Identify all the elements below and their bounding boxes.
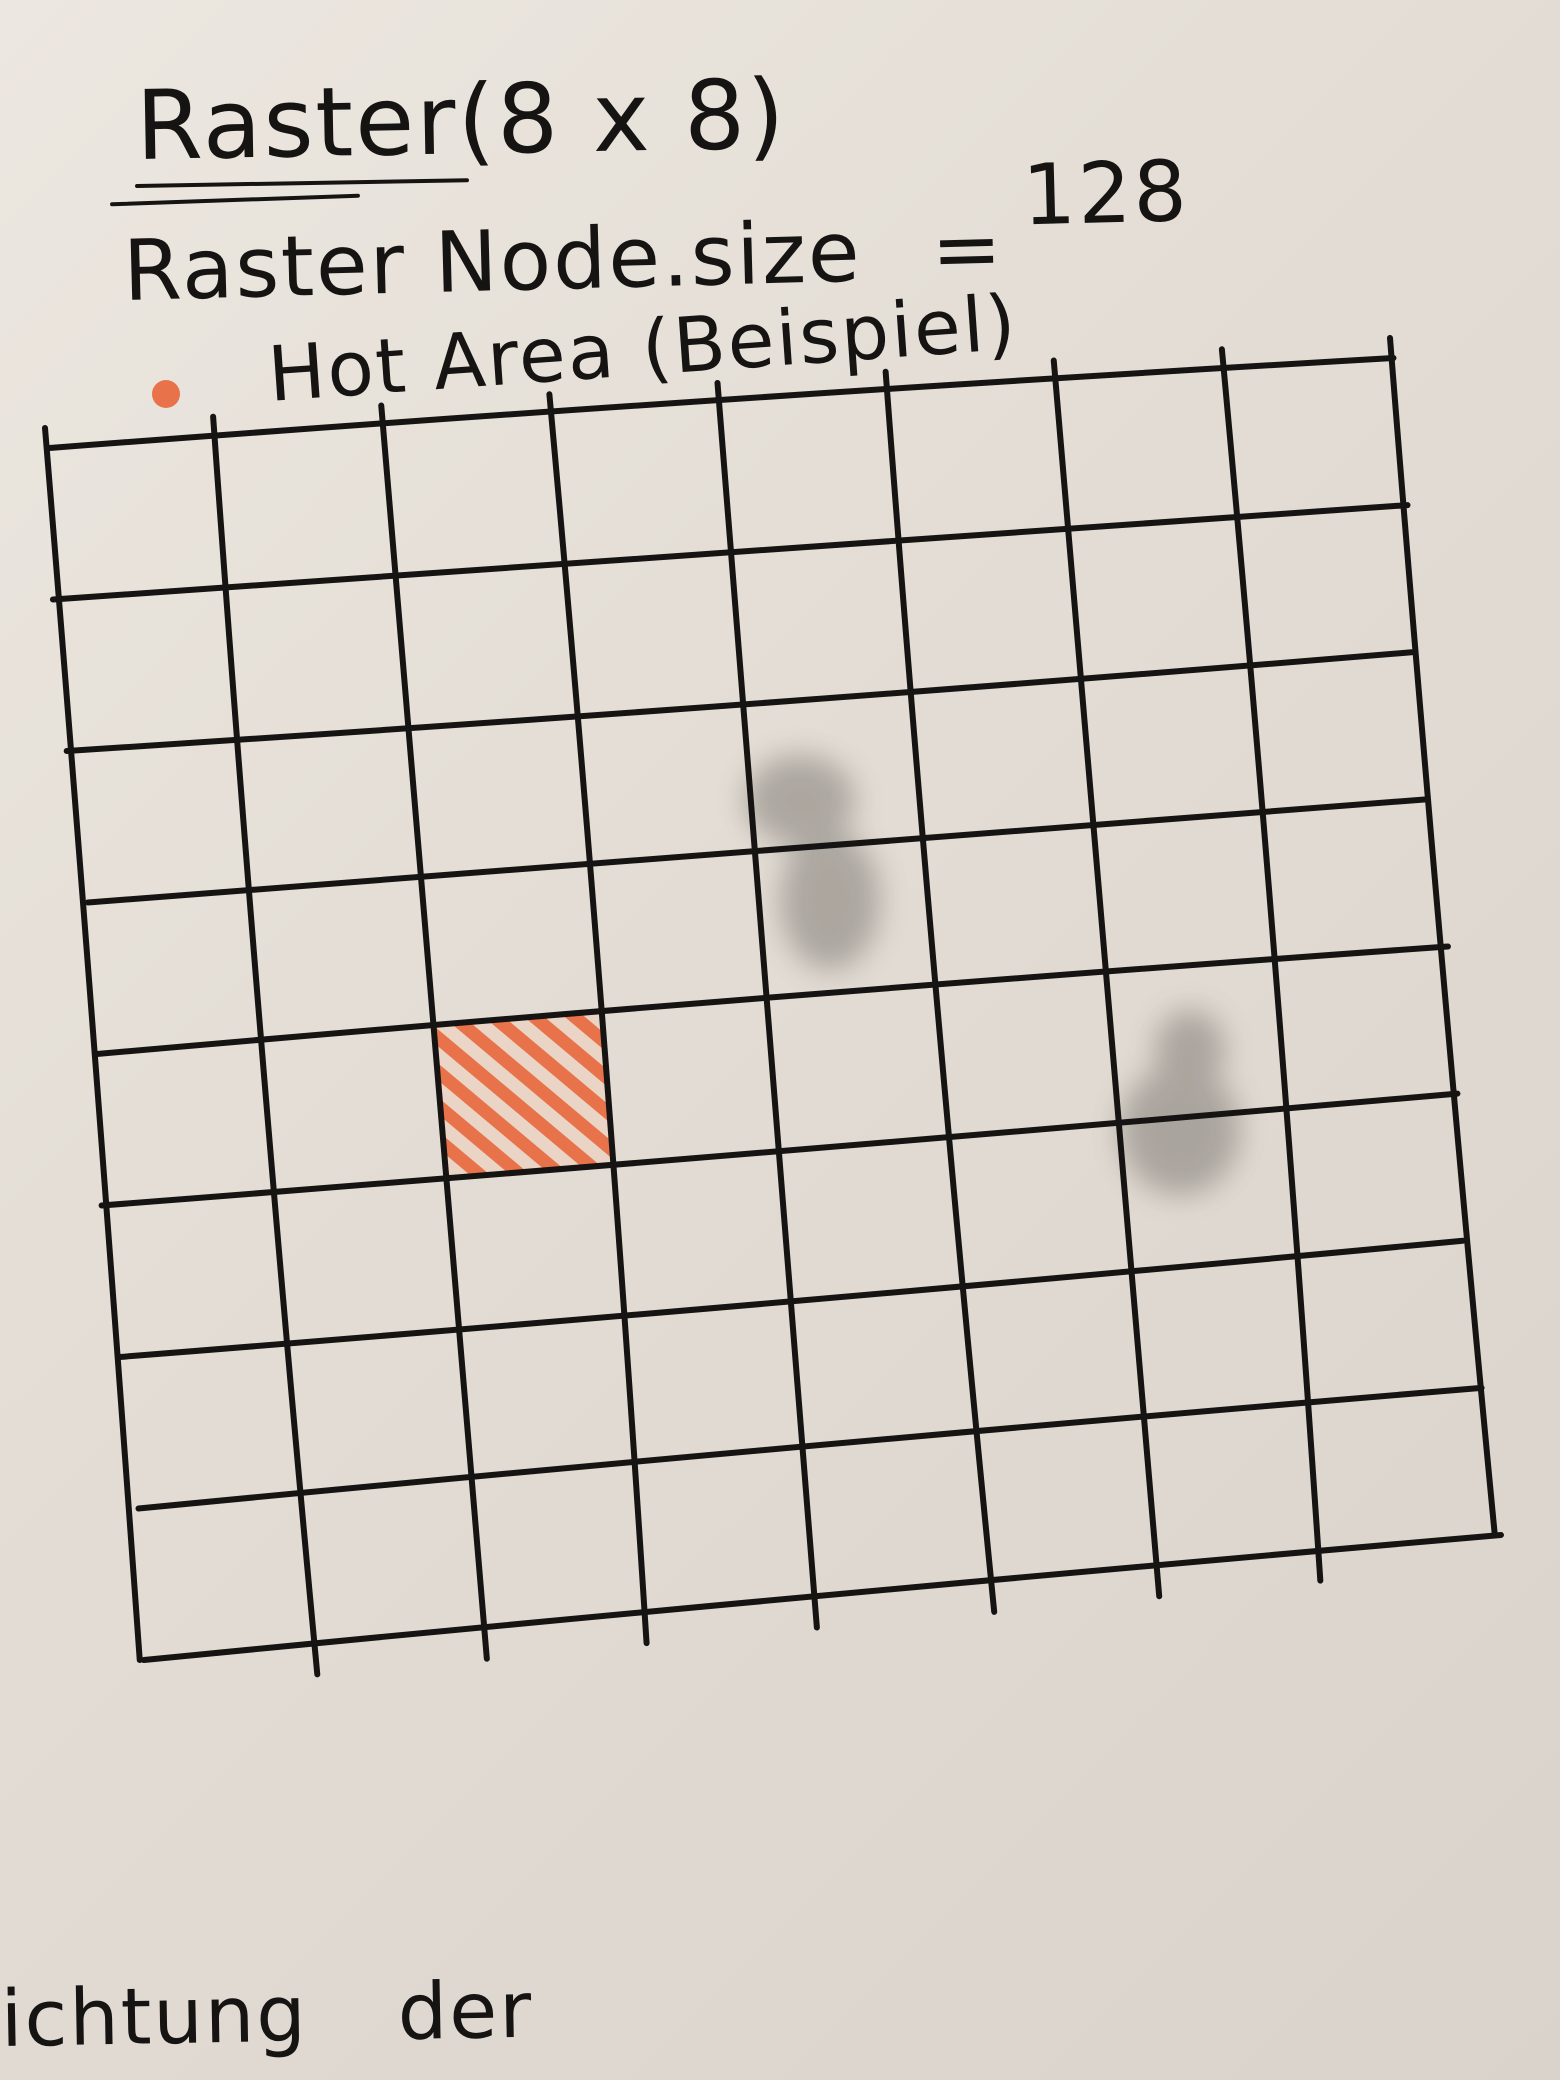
hot-area-cell [431, 1013, 614, 1178]
grid-col-line [1050, 357, 1163, 1600]
grid-row-line [135, 1384, 1485, 1512]
grid-col-line [882, 368, 998, 1615]
grid-col-line [42, 425, 143, 1663]
grid-row-line [140, 1532, 1504, 1663]
grid-row-line [93, 943, 1451, 1057]
hot-cell-layer [431, 1013, 614, 1178]
grid-col-line [714, 380, 820, 1631]
footer-text: ichtung der [0, 1966, 534, 2065]
footer-word-1: ichtung [0, 1969, 309, 2065]
grid-col-line [378, 402, 490, 1662]
grid-col-line [1387, 335, 1498, 1538]
footer-word-2: der [396, 1965, 535, 2059]
hot-area-legend-dot [152, 380, 180, 408]
grid-col-line [546, 391, 650, 1647]
grid-col-line [1218, 346, 1324, 1584]
grid-col-line [210, 413, 321, 1678]
stain-group [745, 755, 1240, 1195]
grid-lines [42, 335, 1504, 1678]
